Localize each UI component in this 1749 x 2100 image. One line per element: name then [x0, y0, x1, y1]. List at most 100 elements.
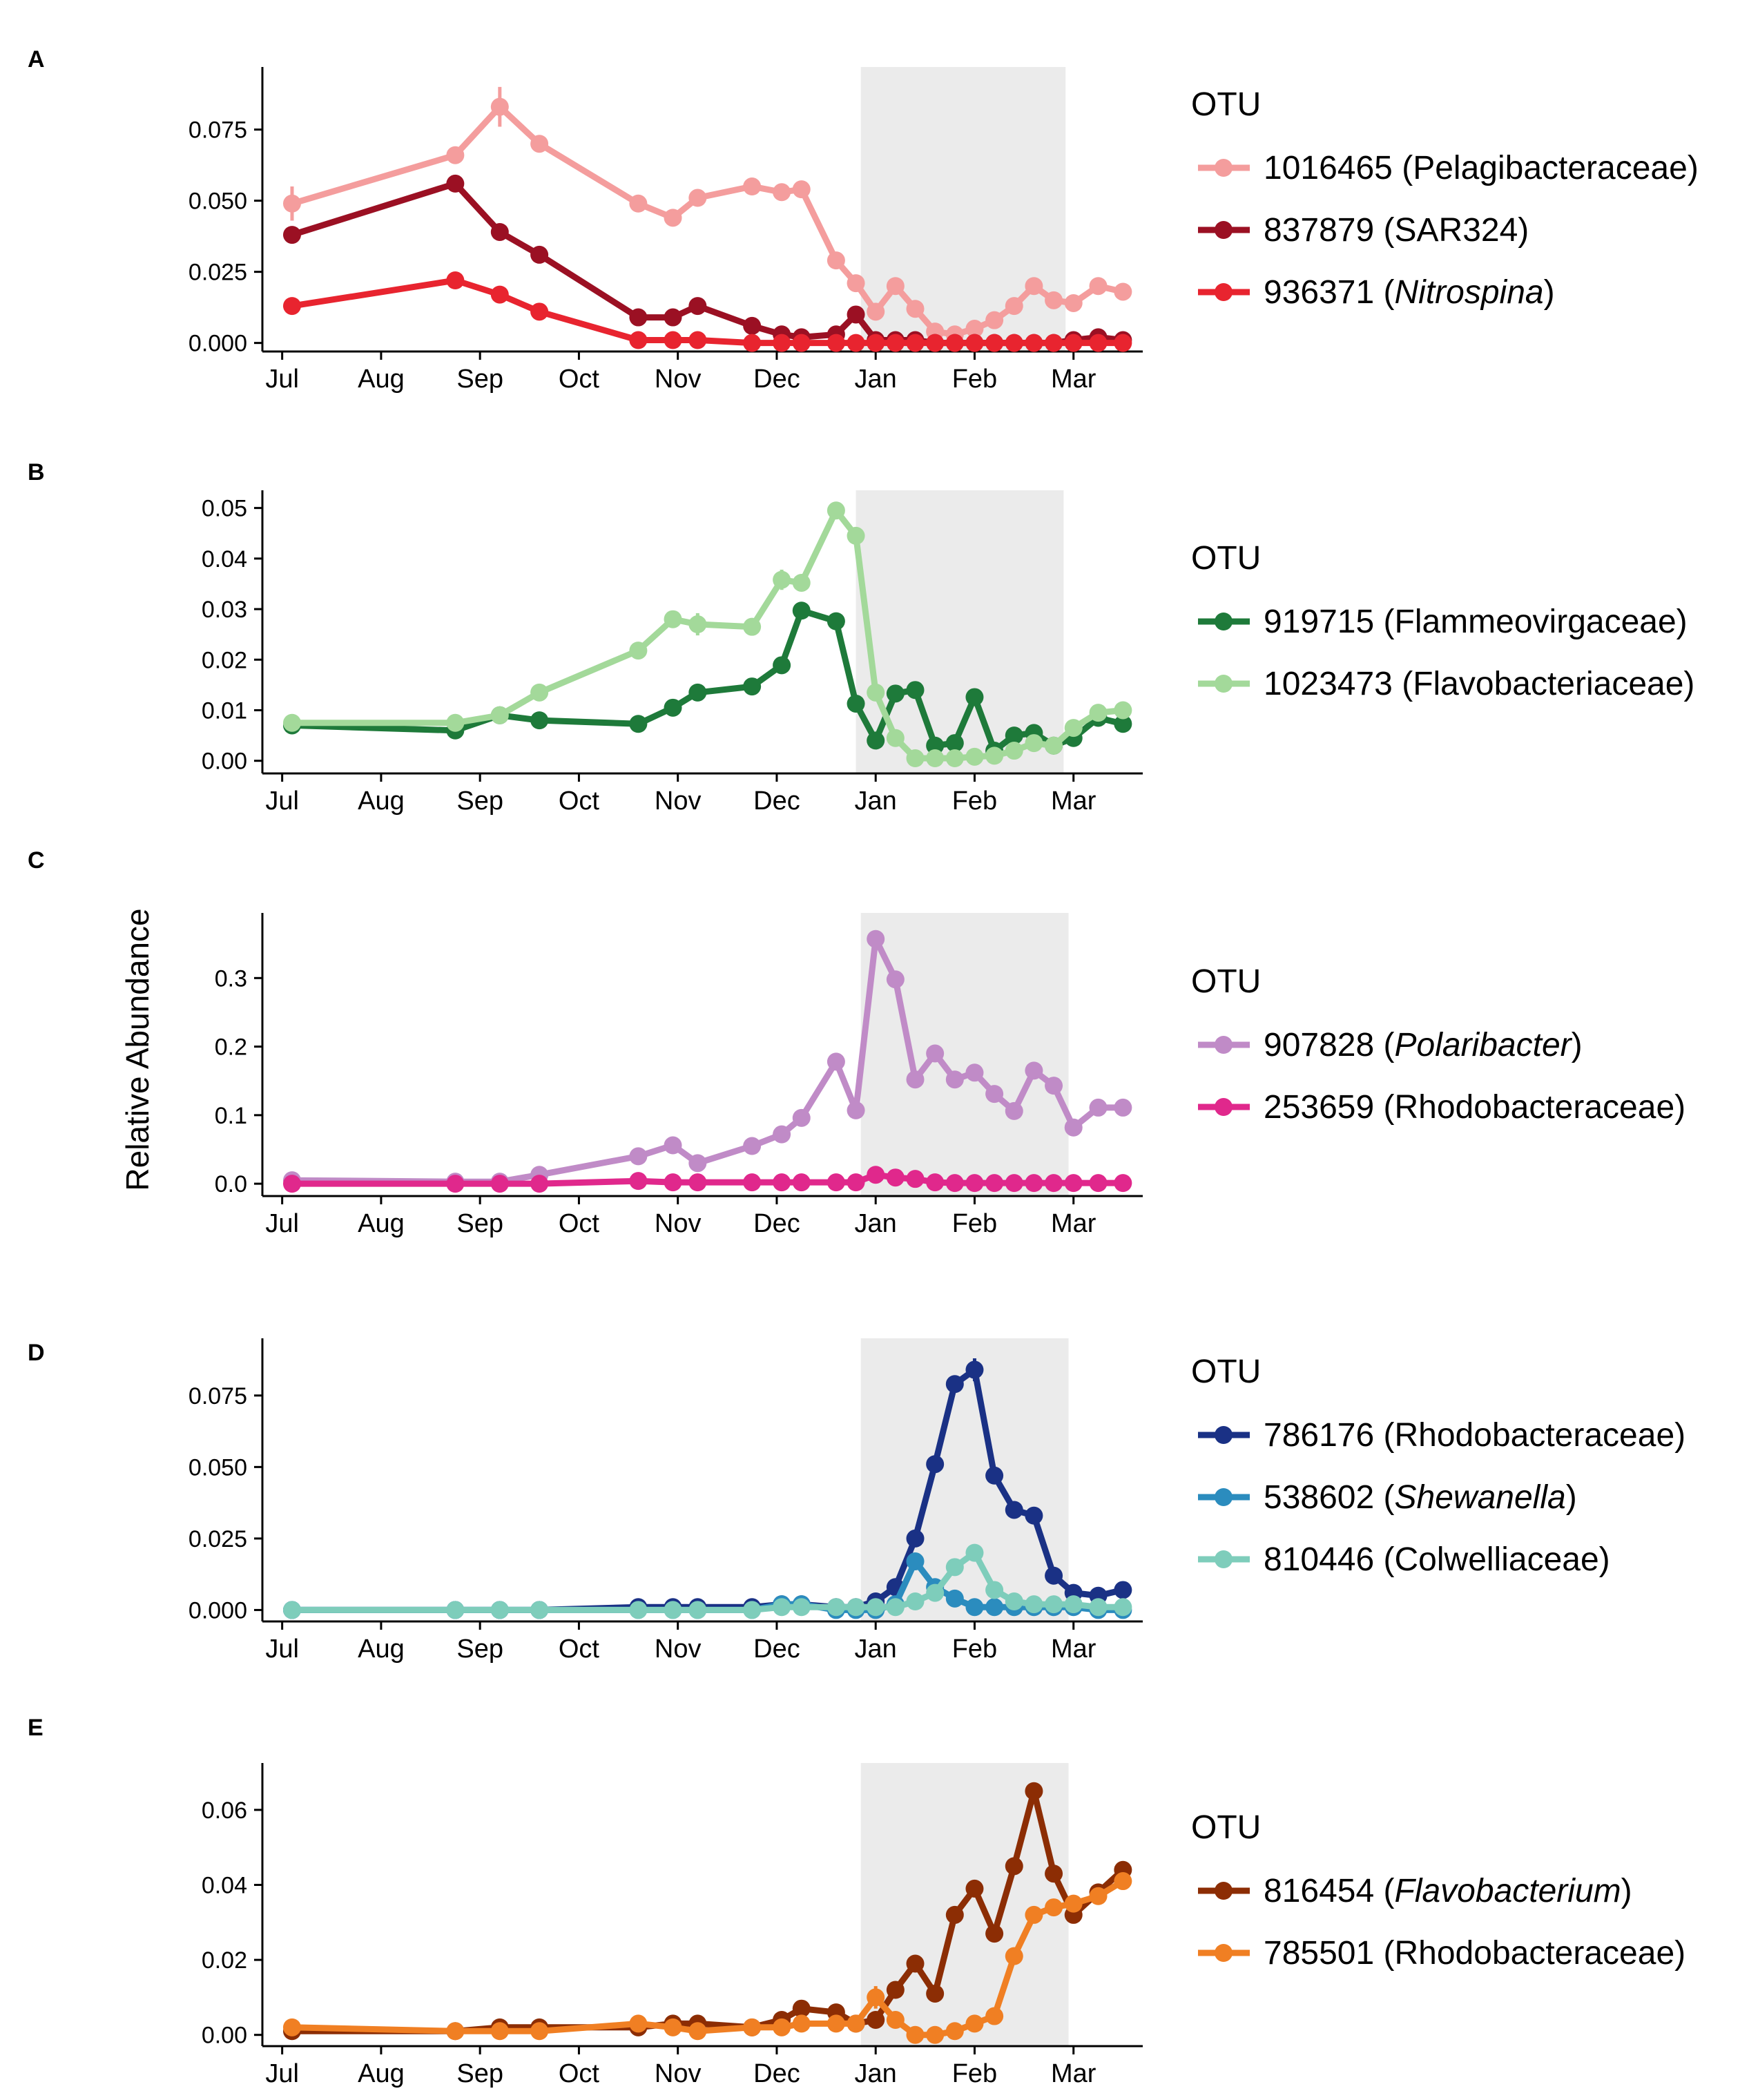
data-point — [282, 1601, 301, 1619]
y-tick-label: 0.075 — [189, 117, 247, 144]
data-point — [1005, 297, 1023, 316]
x-tick-label: Jul — [265, 365, 299, 394]
data-point — [1089, 1887, 1108, 1905]
data-point — [965, 747, 984, 766]
x-tick-label: Aug — [358, 1635, 405, 1664]
x-tick-label: Nov — [655, 2059, 702, 2088]
x-tick-label: Mar — [1051, 2059, 1096, 2088]
data-point — [664, 331, 682, 349]
y-tick-label: 0.050 — [189, 189, 247, 215]
data-point — [847, 1101, 865, 1119]
data-point — [926, 749, 945, 768]
panel-d: D 0.000 0.025 0.050 0.075 Jul Aug Sep Oct Nov Dec J… — [28, 1338, 1685, 1664]
legend-label: 810446 (Colwelliaceae) — [1264, 1541, 1610, 1578]
data-point — [827, 501, 845, 520]
data-point — [1114, 1581, 1132, 1599]
data-point — [965, 1543, 984, 1562]
data-point — [743, 177, 762, 196]
data-point — [792, 601, 811, 620]
data-point — [629, 1147, 648, 1166]
data-point — [867, 2010, 885, 2029]
legend-taxon: SAR324 — [1395, 212, 1518, 249]
data-point — [792, 1173, 811, 1192]
legend-otu-id: 907828 ( — [1264, 1027, 1395, 1063]
data-point — [629, 1601, 648, 1619]
data-point — [792, 1999, 811, 2018]
data-point — [1114, 282, 1132, 301]
data-point — [530, 683, 549, 702]
x-tick-label: Mar — [1051, 787, 1096, 816]
data-point — [965, 320, 984, 338]
legend-item-785501: 785501 (Rhodobacteraceae) — [1198, 1935, 1685, 1972]
y-tick-label: 0.02 — [202, 647, 247, 673]
data-point — [629, 1172, 648, 1191]
legend-close-paren: ) — [1566, 1479, 1577, 1516]
data-point — [926, 1583, 945, 1602]
x-tick-label: Jan — [855, 1635, 897, 1664]
data-point — [1025, 334, 1043, 352]
x-tick-label: Aug — [358, 787, 405, 816]
y-tick-label: 0.02 — [202, 1947, 247, 1974]
data-point — [1089, 334, 1108, 352]
legend-taxon: Flavobacterium — [1395, 1873, 1621, 1909]
legend-taxon: Flammeovirgaceae — [1395, 604, 1676, 640]
legend-close-paren: ) — [1621, 1873, 1632, 1909]
y-tick-label: 0.05 — [202, 496, 247, 522]
data-point — [743, 677, 762, 696]
data-point — [446, 1175, 465, 1193]
y-tick-label: 0.0 — [215, 1171, 247, 1197]
legend-otu-id: 936371 ( — [1264, 274, 1395, 311]
data-point — [1114, 1598, 1132, 1617]
data-point — [530, 135, 549, 153]
legend-otu-id: 786176 ( — [1264, 1417, 1395, 1454]
data-point — [886, 1981, 905, 1999]
data-point — [664, 1601, 682, 1619]
legend-close-paren: ) — [1676, 604, 1688, 640]
series-785501 — [282, 1872, 1132, 2044]
legend-otu-id: 837879 ( — [1264, 212, 1395, 249]
x-tick-label: Jul — [265, 1209, 299, 1238]
data-point — [827, 251, 845, 270]
data-point — [282, 194, 301, 213]
data-point — [490, 2022, 509, 2041]
data-point — [1064, 1595, 1083, 1614]
legend-label: 936371 (Nitrospina) — [1264, 274, 1555, 311]
data-point — [906, 1070, 925, 1089]
data-point — [1025, 1782, 1043, 1800]
x-tick-label: Nov — [655, 787, 702, 816]
legend-label: 907828 (Polaribacter) — [1264, 1027, 1583, 1063]
data-point — [664, 209, 682, 227]
data-point — [792, 334, 811, 352]
data-point — [1064, 1118, 1083, 1137]
data-point — [1005, 1174, 1023, 1193]
data-point — [1064, 334, 1083, 352]
data-point — [1005, 726, 1023, 745]
data-point — [1005, 334, 1023, 352]
data-point — [530, 1601, 549, 1619]
data-point — [664, 2018, 682, 2036]
data-point — [629, 194, 648, 213]
data-point — [446, 2022, 465, 2041]
data-point — [743, 1173, 762, 1192]
data-point — [688, 1601, 707, 1619]
legend-taxon: Pelagibacteraceae — [1413, 150, 1688, 186]
data-point — [945, 734, 964, 753]
y-tick-label: 0.04 — [202, 546, 247, 572]
data-point — [446, 174, 465, 193]
data-point — [827, 2014, 845, 2033]
data-point — [1089, 1598, 1108, 1617]
data-point — [945, 334, 964, 352]
data-point — [1005, 1947, 1023, 1965]
data-point — [945, 1558, 964, 1577]
data-point — [1045, 334, 1063, 352]
data-point — [985, 1581, 1004, 1599]
legend-item-786176: 786176 (Rhodobacteraceae) — [1198, 1417, 1685, 1454]
legend-taxon: Colwelliaceae — [1395, 1541, 1599, 1578]
data-point — [1045, 291, 1063, 309]
data-point — [773, 1173, 791, 1192]
data-point — [1025, 734, 1043, 753]
x-tick-label: Feb — [952, 1209, 997, 1238]
data-point — [1064, 1174, 1083, 1193]
